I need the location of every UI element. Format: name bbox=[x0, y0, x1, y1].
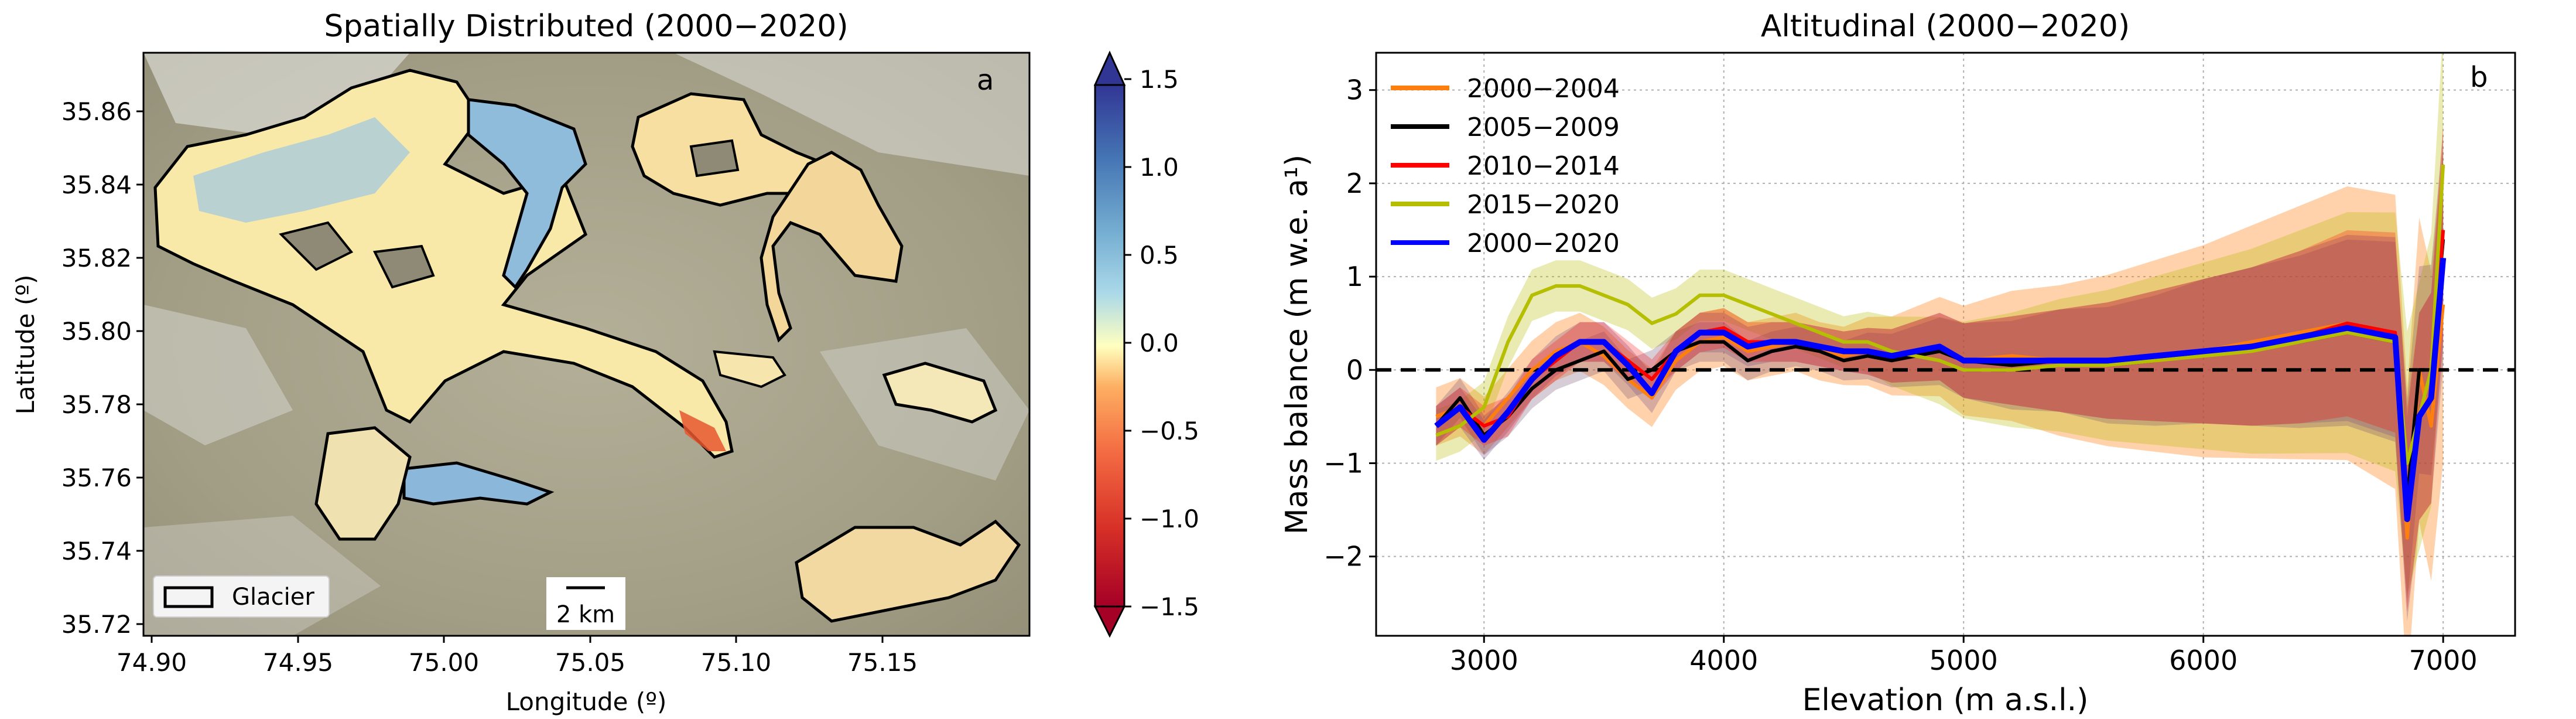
colorbar-tick-label: 0.0 bbox=[1140, 329, 1179, 357]
glacier-outline bbox=[882, 362, 998, 424]
map-y-tick-label: 35.78 bbox=[61, 390, 132, 419]
plot-y-tick-label: 1 bbox=[1346, 261, 1363, 292]
glacier-blue-zone bbox=[193, 117, 410, 223]
map-y-axis: 35.86 35.84 35.82 35.80 35.78 35.76 35.74 35.72 bbox=[61, 97, 143, 639]
panel-a-letter: a bbox=[977, 64, 994, 97]
map-area: Glacier 2 km a bbox=[143, 53, 1029, 636]
plot-y-label: Mass balance (m w.e. a¹) bbox=[1280, 155, 1315, 535]
panel-a: Spatially Distributed (2000−2020) bbox=[11, 9, 1199, 716]
glacier-outline bbox=[795, 519, 1021, 623]
plot-x-tick-label: 5000 bbox=[1930, 645, 1998, 676]
colorbar-tick-label: 1.0 bbox=[1140, 153, 1179, 182]
series-lines bbox=[1434, 164, 2447, 540]
panel-b-letter: b bbox=[2470, 61, 2488, 94]
map-x-tick-label: 75.05 bbox=[555, 648, 625, 677]
legend-label: 2000−2020 bbox=[1467, 229, 1620, 258]
legend-label: 2010−2014 bbox=[1467, 151, 1620, 181]
uncertainty-band bbox=[1436, 122, 2444, 612]
colorbar-tick-label: 1.5 bbox=[1140, 65, 1179, 94]
plot-x-label: Elevation (m a.s.l.) bbox=[1802, 683, 2089, 718]
map-x-tick-label: 74.90 bbox=[117, 648, 187, 677]
plot-x-tick-label: 4000 bbox=[1689, 645, 1758, 676]
nunatak bbox=[279, 221, 354, 271]
plot-x-axis: 3000 4000 5000 6000 7000 bbox=[1450, 636, 2478, 676]
map-x-axis: 74.90 74.95 75.00 75.05 75.10 75.15 bbox=[117, 636, 918, 677]
snow-ridge bbox=[673, 53, 1029, 176]
glacier-red-zone bbox=[679, 410, 726, 451]
map-y-tick-label: 35.72 bbox=[61, 610, 132, 639]
glacier-outline bbox=[467, 98, 587, 289]
colorbar-tick-label: −1.0 bbox=[1140, 505, 1199, 533]
scale-bar: 2 km bbox=[546, 577, 625, 630]
map-x-label: Longitude (º) bbox=[506, 687, 667, 716]
plot-legend: 2000−2004 2005−2009 2010−2014 2015−2020 2000… bbox=[1391, 74, 1620, 258]
snow-ridge bbox=[143, 305, 293, 445]
plot-frame bbox=[1375, 52, 2516, 637]
plot-y-tick-label: 2 bbox=[1346, 168, 1363, 199]
plot-y-tick-label: −1 bbox=[1323, 447, 1363, 479]
uncertainty-band bbox=[1436, 53, 2444, 595]
map-y-tick-label: 35.84 bbox=[61, 171, 132, 199]
map-y-tick-label: 35.80 bbox=[61, 317, 132, 346]
panel-b-title: Altitudinal (2000−2020) bbox=[1761, 9, 2130, 44]
legend-label: 2000−2004 bbox=[1467, 74, 1620, 104]
plot-x-tick-label: 3000 bbox=[1450, 645, 1518, 676]
legend-label: 2005−2009 bbox=[1467, 113, 1620, 142]
snow-ridge bbox=[143, 53, 410, 135]
plot-y-tick-label: 3 bbox=[1346, 74, 1363, 106]
nunatak bbox=[372, 244, 435, 289]
plot-y-tick-label: 0 bbox=[1346, 354, 1363, 386]
map-y-tick-label: 35.82 bbox=[61, 244, 132, 272]
colorbar: 1.5 1.0 0.5 0.0 −0.5 −1.0 −1.5 bbox=[1093, 50, 1199, 638]
panel-a-title: Spatially Distributed (2000−2020) bbox=[324, 9, 848, 44]
map-frame bbox=[142, 52, 1031, 637]
series-line bbox=[1435, 164, 2445, 465]
colorbar-tick-label: 0.5 bbox=[1140, 241, 1179, 270]
map-y-label: Latitude (º) bbox=[11, 275, 40, 415]
glacier-legend-swatch bbox=[163, 586, 214, 608]
map-x-tick-label: 74.95 bbox=[263, 648, 333, 677]
map-x-tick-label: 75.00 bbox=[409, 648, 479, 677]
plot-y-tick-label: −2 bbox=[1323, 541, 1363, 573]
uncertainty-band bbox=[1436, 132, 2444, 602]
glacier-outline bbox=[314, 426, 412, 541]
map-x-tick-label: 75.15 bbox=[847, 648, 918, 677]
panel-b: Altitudinal (2000−2020) 3000 4000 5000 6000… bbox=[1280, 9, 2516, 718]
scale-bar-label: 2 km bbox=[556, 601, 615, 628]
map-legend: Glacier bbox=[153, 575, 330, 618]
colorbar-tick-label: −1.5 bbox=[1140, 592, 1199, 621]
map-y-tick-label: 35.76 bbox=[61, 464, 132, 492]
plot-x-tick-label: 6000 bbox=[2169, 645, 2238, 676]
map-y-tick-label: 35.74 bbox=[61, 537, 132, 565]
series-line bbox=[1434, 257, 2447, 522]
map-y-tick-label: 35.86 bbox=[61, 97, 132, 126]
plot-x-tick-label: 7000 bbox=[2409, 645, 2478, 676]
plot-y-axis: 3 2 1 0 −1 −2 bbox=[1323, 74, 1376, 573]
glacier-outline bbox=[760, 151, 904, 343]
uncertainty-band bbox=[1436, 147, 2444, 636]
glacier-legend-label: Glacier bbox=[232, 584, 314, 611]
map-x-tick-label: 75.10 bbox=[701, 648, 771, 677]
glacier-outline bbox=[402, 461, 555, 506]
colorbar-ticks: 1.5 1.0 0.5 0.0 −0.5 −1.0 −1.5 bbox=[1124, 65, 1199, 621]
nunatak bbox=[689, 139, 740, 178]
legend-label: 2015−2020 bbox=[1467, 190, 1620, 220]
colorbar-tick-label: −0.5 bbox=[1140, 417, 1199, 445]
glacier-outline bbox=[713, 350, 786, 389]
